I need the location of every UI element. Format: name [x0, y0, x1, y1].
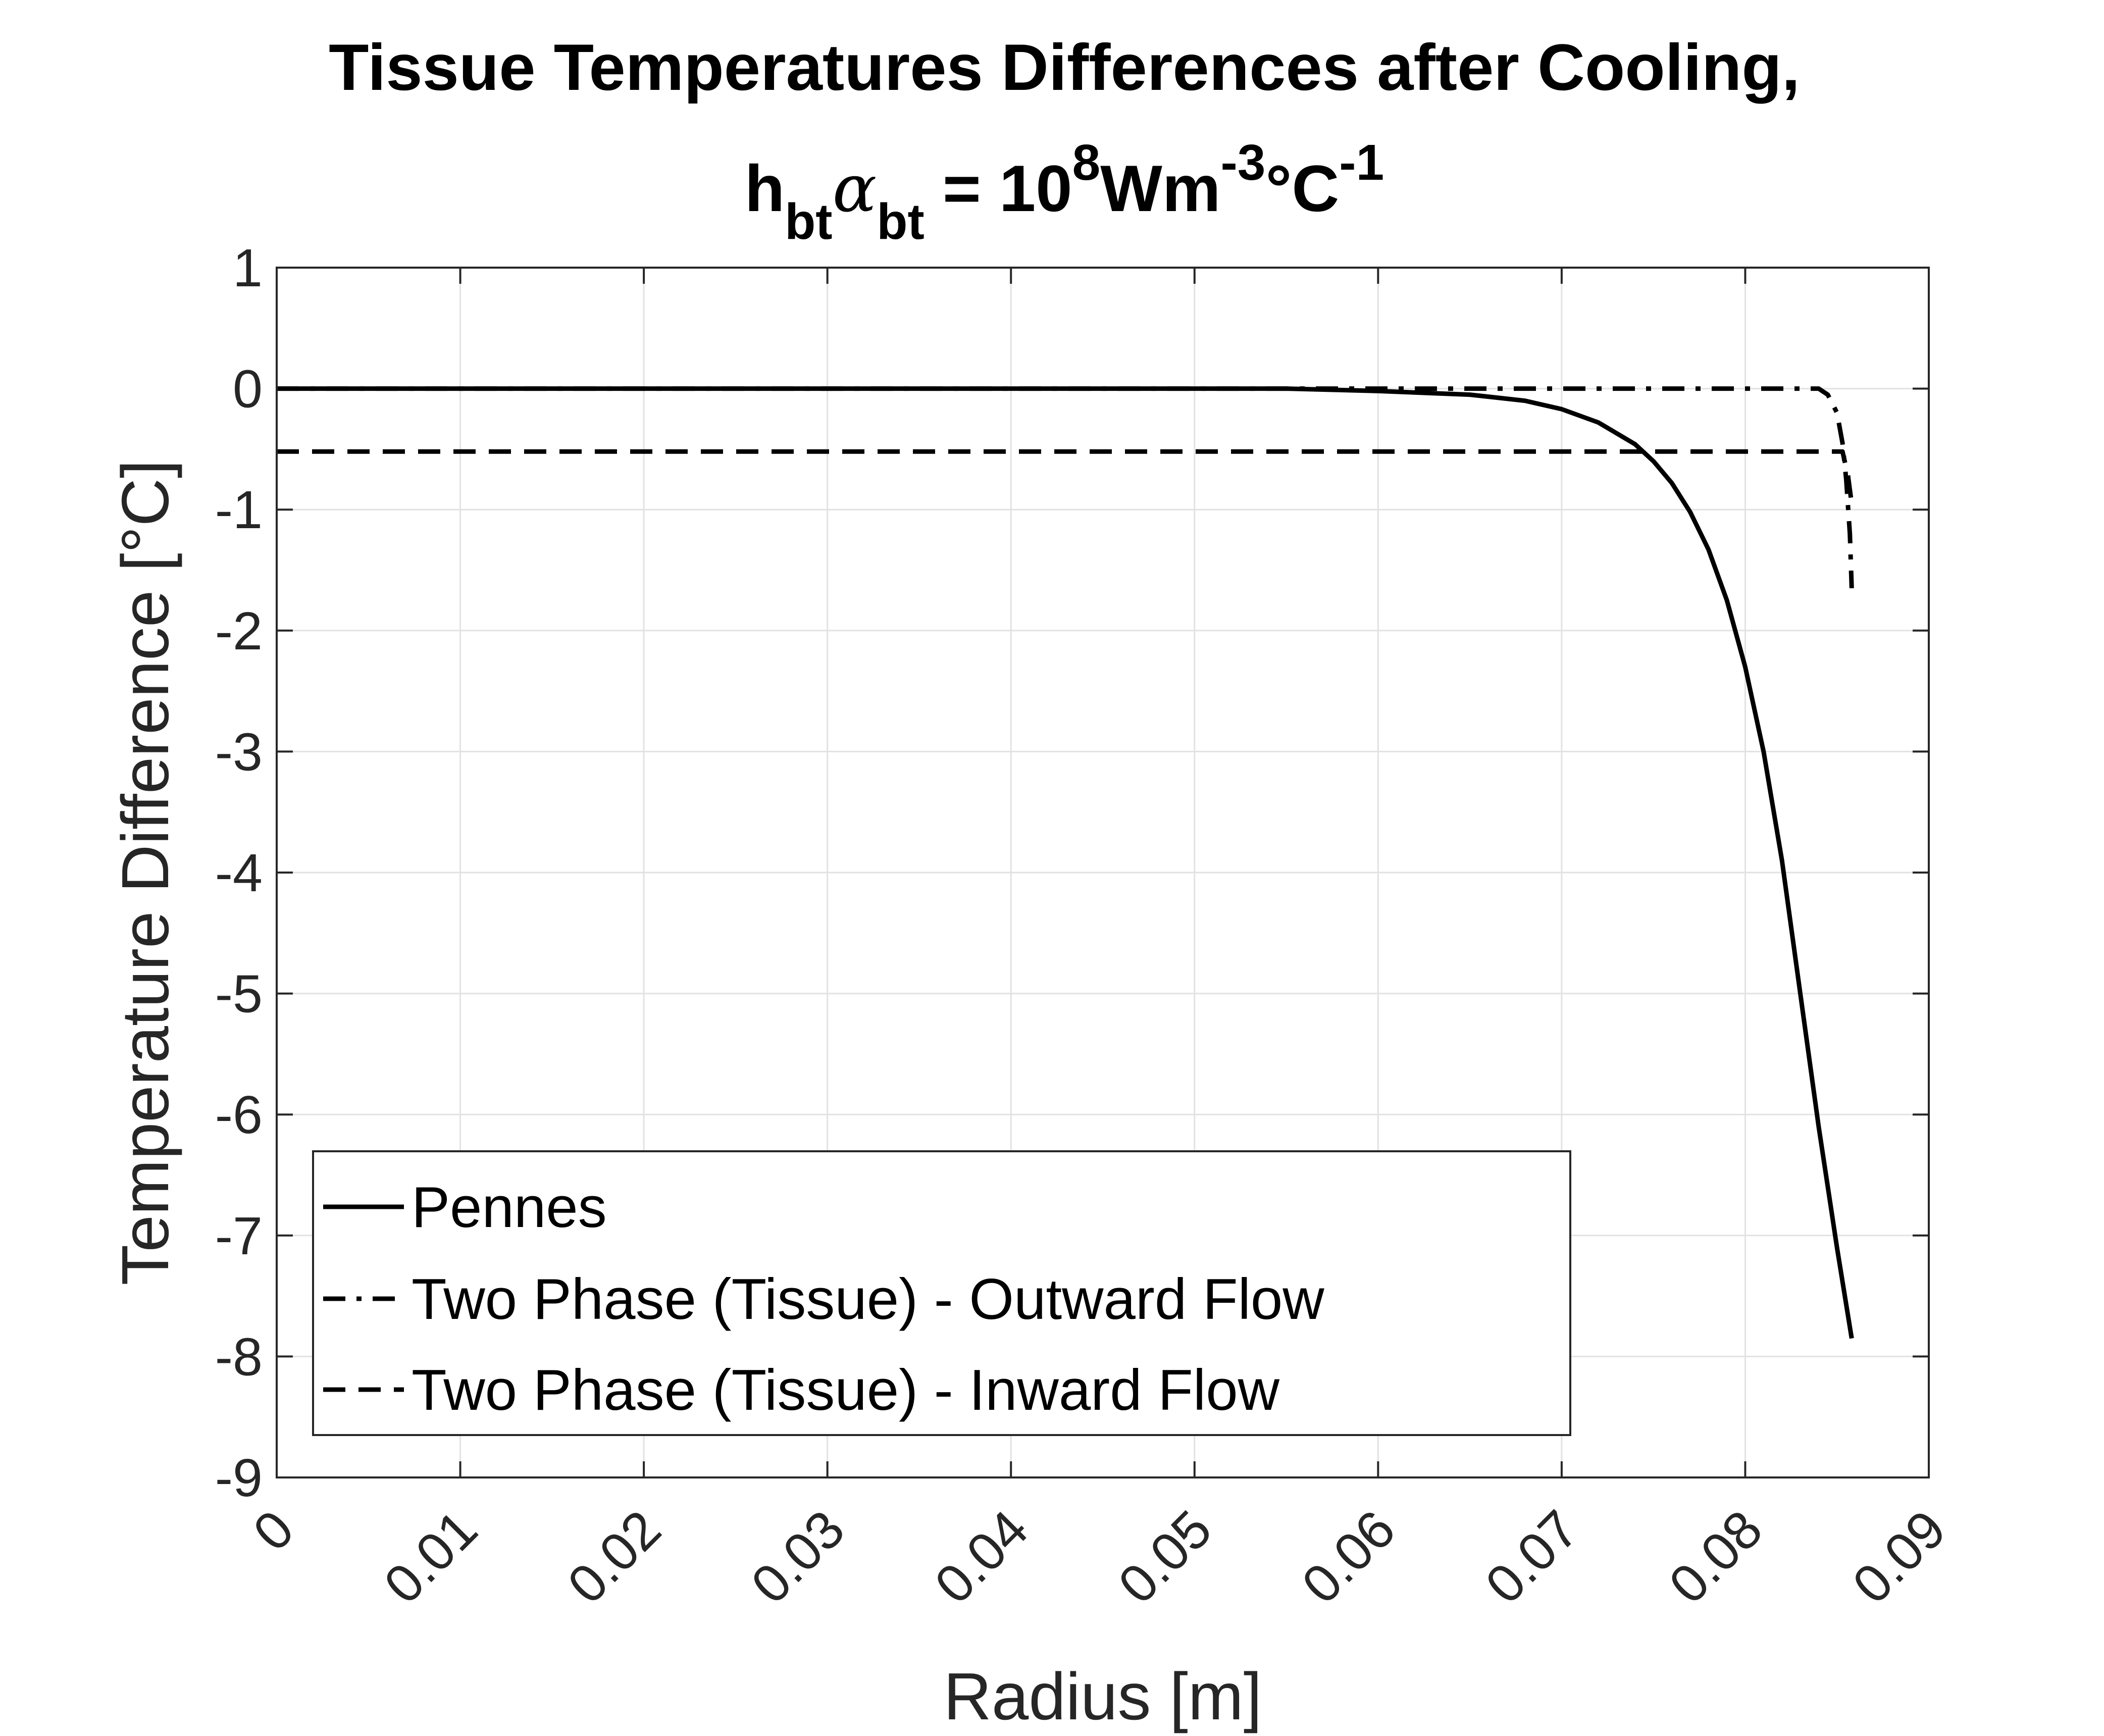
chart-title-line1: Tissue Temperatures Differences after Co… [329, 30, 1800, 104]
y-axis-label: Temperature Difference [°C] [108, 459, 182, 1285]
x-axis-label: Radius [m] [944, 1659, 1262, 1733]
title-h: h [745, 151, 785, 225]
y-tick-label: 1 [233, 238, 263, 298]
legend-label-0: Pennes [412, 1176, 607, 1240]
y-tick-label: -2 [215, 601, 263, 661]
series-lines [277, 386, 1854, 1339]
series-line-1 [277, 386, 1854, 589]
legend-label-1: Two Phase (Tissue) - Outward Flow [412, 1267, 1324, 1332]
y-tick-label: -8 [215, 1327, 263, 1387]
title-h-subscript: bt [785, 193, 832, 250]
legend: Pennes Two Phase (Tissue) - Outward Flow T… [312, 1150, 1571, 1436]
y-tick-label: 0 [233, 360, 263, 419]
y-tick-label: -7 [215, 1206, 263, 1266]
y-tick-label: -9 [215, 1448, 263, 1508]
title-exponent-minus1: -1 [1339, 134, 1384, 191]
y-tick-label: -3 [215, 722, 263, 782]
title-alpha: α [833, 150, 877, 227]
title-unit-degc: °C [1265, 151, 1339, 225]
title-exponent-minus3: -3 [1220, 134, 1265, 191]
y-tick-label: -6 [215, 1085, 263, 1145]
legend-box [312, 1150, 1571, 1436]
title-unit-wm: Wm [1100, 151, 1220, 225]
chart-title-line2: hbtαbt = 108Wm-3°C-1 [745, 134, 1384, 250]
legend-label-2: Two Phase (Tissue) - Inward Flow [412, 1358, 1280, 1422]
y-tick-label: -4 [215, 843, 263, 903]
series-line-0 [277, 386, 1854, 1339]
series-line-2 [277, 449, 1854, 504]
title-alpha-subscript: bt [877, 193, 924, 250]
title-exponent-8: 8 [1072, 134, 1101, 191]
y-tick-label: -1 [215, 480, 263, 540]
plot-frame [276, 267, 1930, 1478]
y-tick-label: -5 [215, 964, 263, 1024]
title-equals-base: = 10 [925, 151, 1072, 225]
